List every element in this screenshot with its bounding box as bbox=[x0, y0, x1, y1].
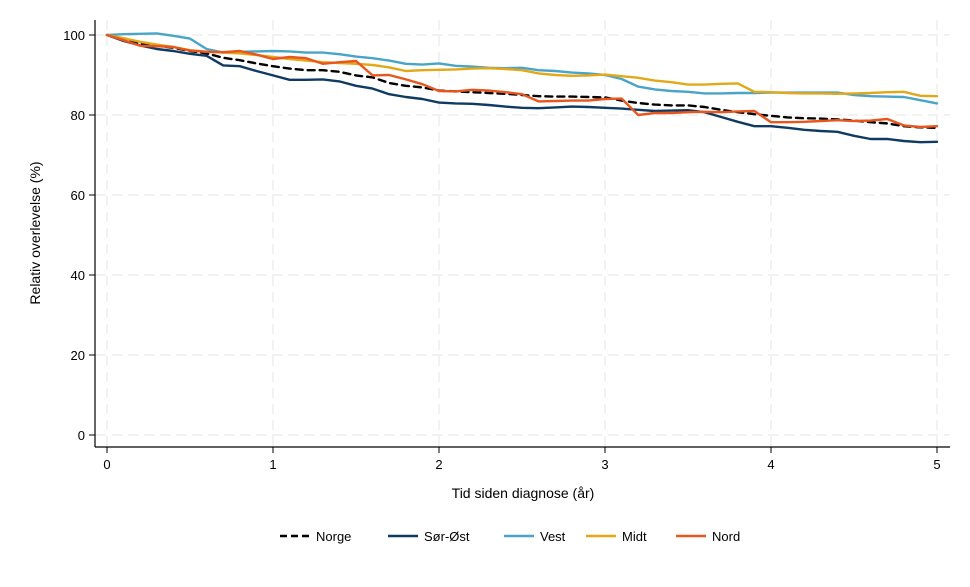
legend-label: Sør-Øst bbox=[424, 529, 470, 544]
x-tick-label: 5 bbox=[933, 457, 940, 472]
y-tick-label: 80 bbox=[71, 108, 85, 123]
series-layer bbox=[105, 32, 939, 144]
x-tick-label: 2 bbox=[435, 457, 442, 472]
legend-item: Sør-Øst bbox=[388, 529, 470, 544]
legend-label: Vest bbox=[540, 529, 566, 544]
series-line-0 bbox=[105, 33, 939, 130]
y-tick-label: 100 bbox=[63, 28, 85, 43]
y-tick-label: 60 bbox=[71, 188, 85, 203]
y-tick-label: 40 bbox=[71, 268, 85, 283]
legend-item: Midt bbox=[586, 529, 647, 544]
legend-item: Nord bbox=[676, 529, 740, 544]
axes-layer: 0 20 40 60 80 100 0 1 2 3 4 5 bbox=[63, 20, 950, 472]
x-tick-label: 4 bbox=[767, 457, 774, 472]
legend: Norge Sør-Øst Vest Midt Nord bbox=[280, 529, 740, 544]
x-tick-label: 0 bbox=[103, 457, 110, 472]
legend-label: Midt bbox=[622, 529, 647, 544]
y-tick-label: 0 bbox=[78, 428, 85, 443]
y-axis-title: Relativ overlevelse (%) bbox=[27, 161, 43, 304]
legend-label: Nord bbox=[712, 529, 740, 544]
x-tick-label: 3 bbox=[601, 457, 608, 472]
legend-item: Vest bbox=[504, 529, 566, 544]
grid-layer bbox=[96, 20, 950, 446]
series-line-1 bbox=[105, 33, 939, 144]
legend-label: Norge bbox=[316, 529, 351, 544]
x-tick-label: 1 bbox=[269, 457, 276, 472]
x-axis-title: Tid siden diagnose (år) bbox=[452, 485, 595, 501]
legend-item: Norge bbox=[280, 529, 351, 544]
y-tick-label: 20 bbox=[71, 348, 85, 363]
series-line-4 bbox=[105, 33, 939, 129]
series-line-3 bbox=[105, 33, 939, 98]
